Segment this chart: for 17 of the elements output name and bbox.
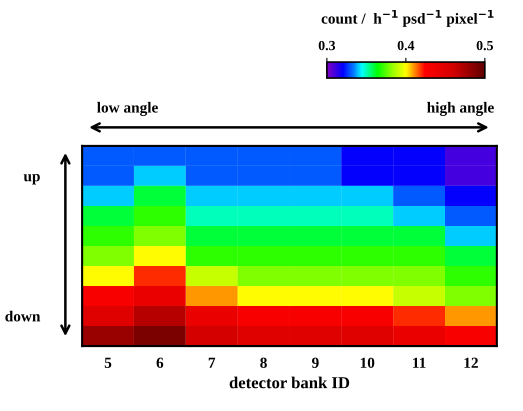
x-tick-label: 5 [104,358,112,368]
y-tick-label: up [24,174,40,184]
x-tick-label: 9 [312,358,319,368]
color-bar-label: 0.3 [318,40,336,50]
color-bar-title: count / h$^{−1}$ psd$^{−1}$ pixel$^{−1}$ [322,10,494,27]
color-bar-label: 0.4 [398,40,414,50]
x-tick-label: 10 [360,358,374,368]
x-tick-label: 12 [464,358,478,368]
x-tick-label: 8 [260,358,267,368]
x-tick-label: 11 [413,358,426,368]
x-tick-label: 6 [156,358,164,368]
text: high angle [427,102,494,116]
text: low angle [97,102,158,116]
x-tick-label: 7 [208,358,216,368]
color-bar-label: 0.5 [476,40,493,50]
x-axis-title: detector bank ID [230,376,350,388]
y-tick-label: down [5,310,40,322]
